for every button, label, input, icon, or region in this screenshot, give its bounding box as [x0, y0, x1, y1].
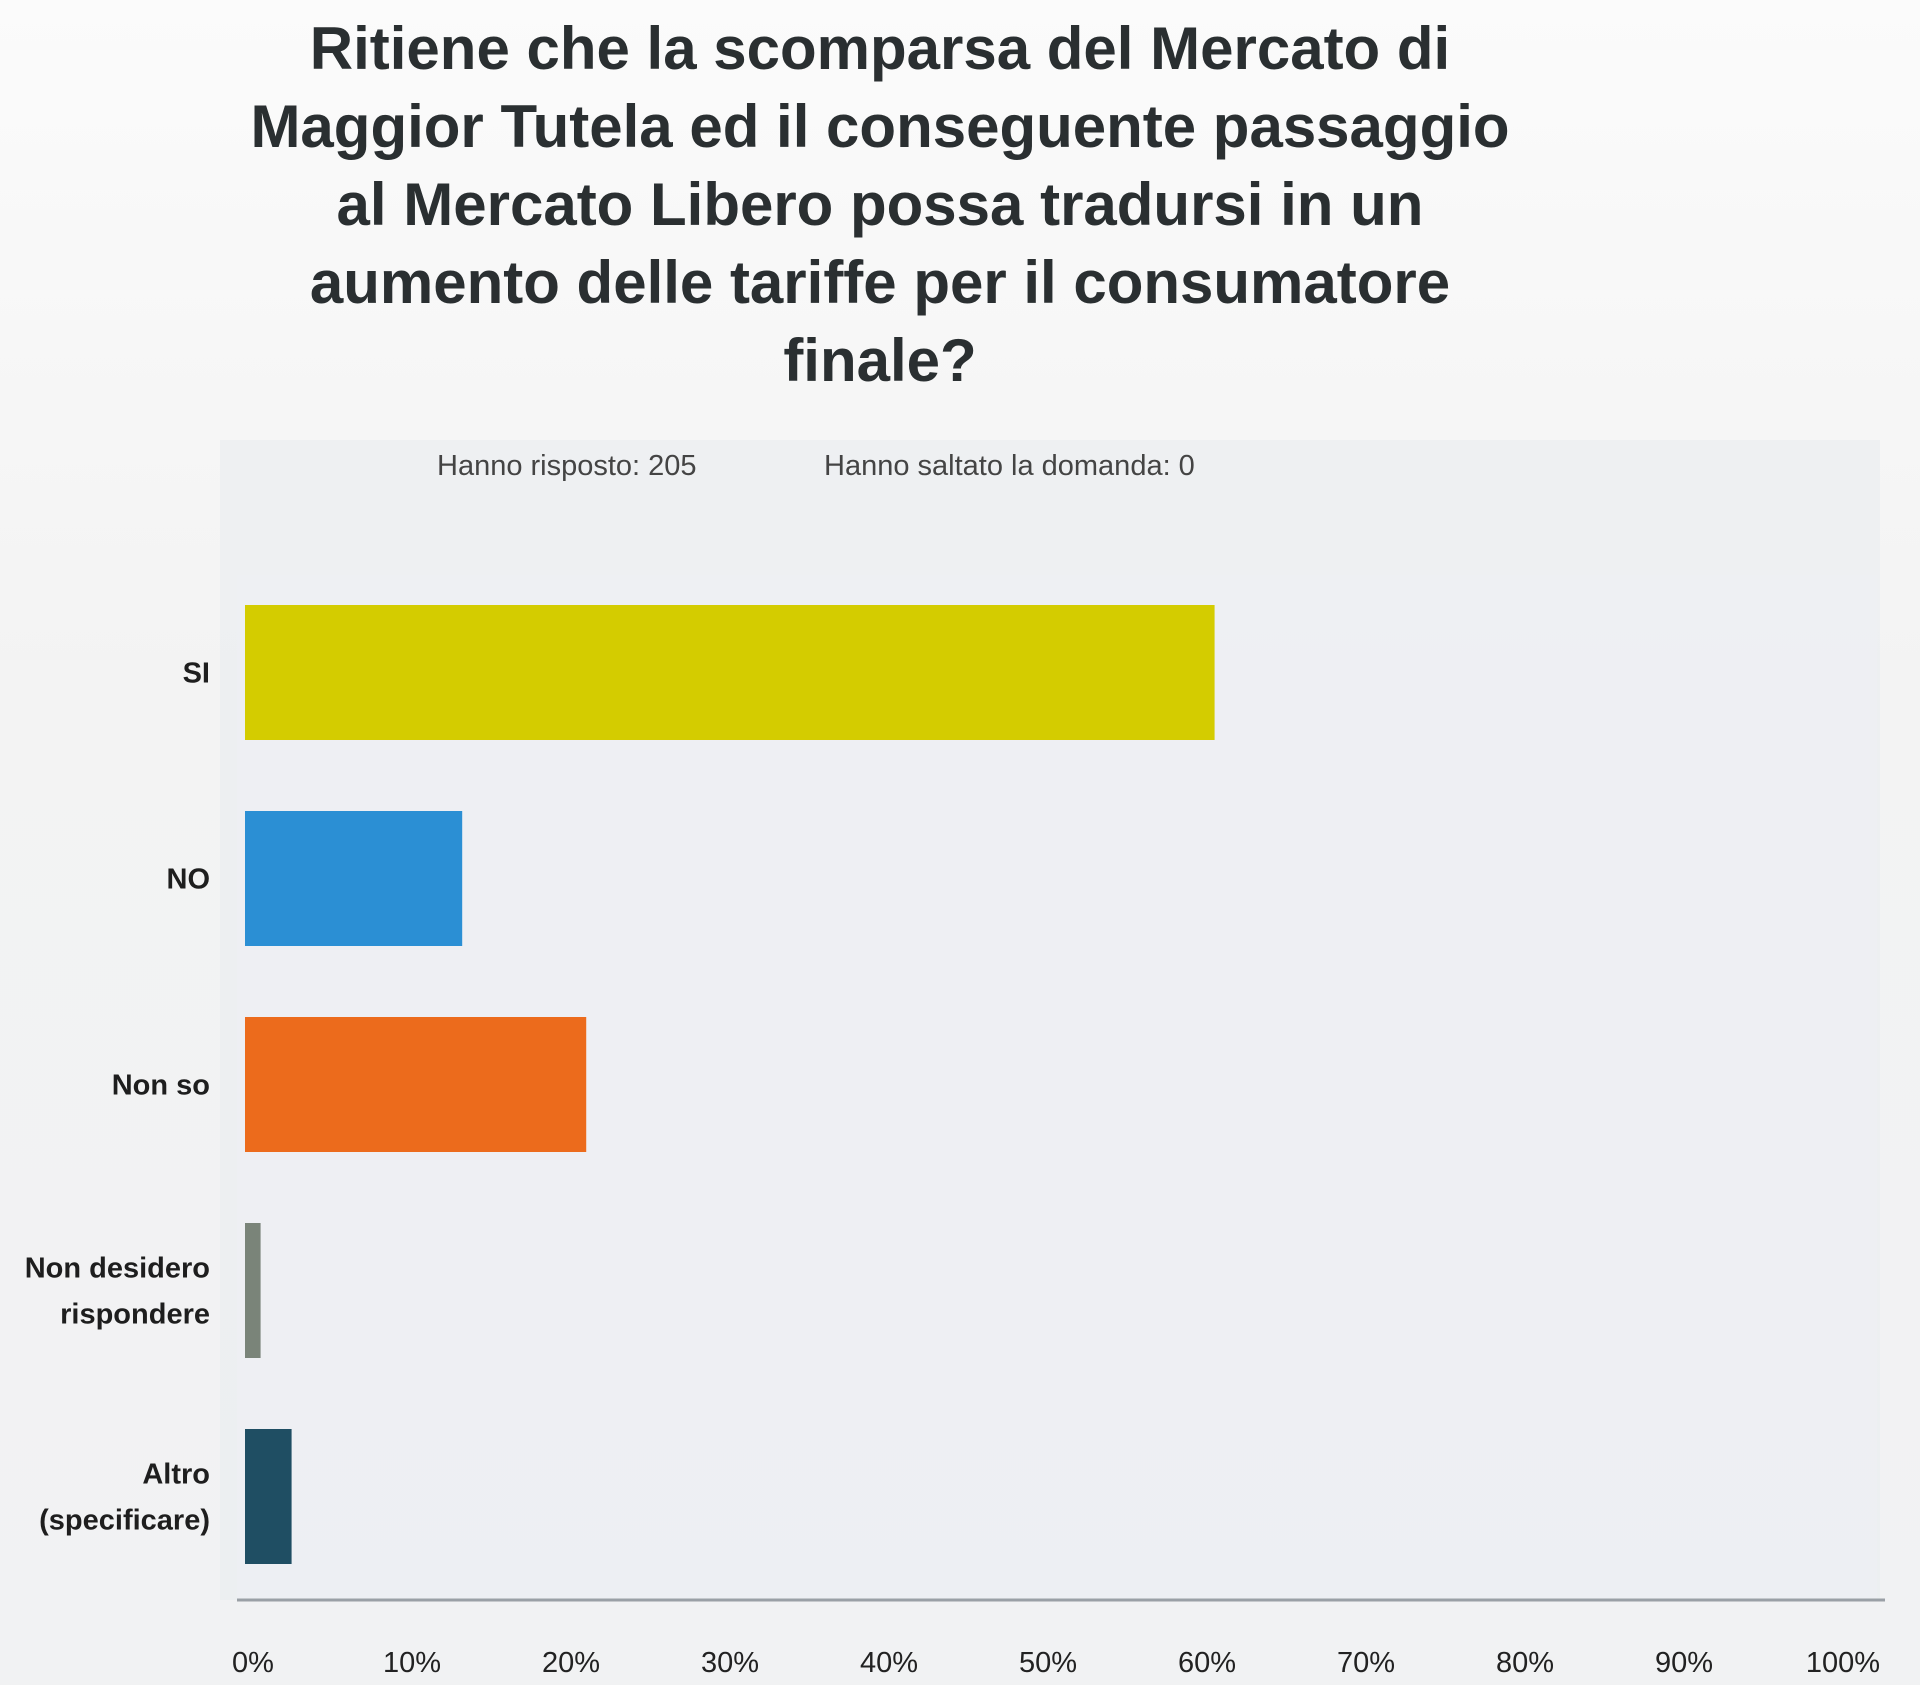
title-line: al Mercato Libero possa tradursi in un: [336, 171, 1424, 238]
category-label: Altro: [142, 1459, 210, 1491]
x-tick-label: 10%: [383, 1647, 441, 1679]
x-tick-label: 40%: [860, 1647, 918, 1679]
x-tick-label: 30%: [701, 1647, 759, 1679]
x-tick-label: 100%: [1806, 1647, 1880, 1679]
category-label: SI: [183, 658, 210, 690]
category-label: Non desidero: [25, 1253, 210, 1285]
bar-no: [245, 811, 463, 946]
x-tick-label: 0%: [232, 1647, 274, 1679]
title-line: aumento delle tariffe per il consumatore: [309, 249, 1451, 316]
chart-title: Ritiene che la scomparsa del Mercato di …: [120, 10, 1640, 400]
skipped-count: Hanno saltato la domanda: 0: [824, 450, 1195, 482]
x-tick-label: 90%: [1655, 1647, 1713, 1679]
answered-count: Hanno risposto: 205: [437, 450, 697, 482]
x-tick-label: 50%: [1019, 1647, 1077, 1679]
category-label: Non so: [112, 1070, 210, 1102]
title-line: Ritiene che la scomparsa del Mercato di: [309, 15, 1451, 82]
category-label: (specificare): [39, 1505, 210, 1537]
title-line: Maggior Tutela ed il conseguente passagg…: [250, 93, 1510, 160]
x-tick-label: 60%: [1178, 1647, 1236, 1679]
title-line: finale?: [783, 327, 977, 394]
category-label: NO: [167, 864, 211, 896]
bar-non-desidero-rispondere: [245, 1223, 261, 1358]
bar-non-so: [245, 1017, 587, 1152]
x-tick-label: 20%: [542, 1647, 600, 1679]
x-tick-label: 70%: [1337, 1647, 1395, 1679]
bar-altro-specificare: [245, 1429, 292, 1564]
x-tick-label: 80%: [1496, 1647, 1554, 1679]
bar-si: [245, 605, 1215, 740]
category-label: rispondere: [60, 1299, 210, 1331]
